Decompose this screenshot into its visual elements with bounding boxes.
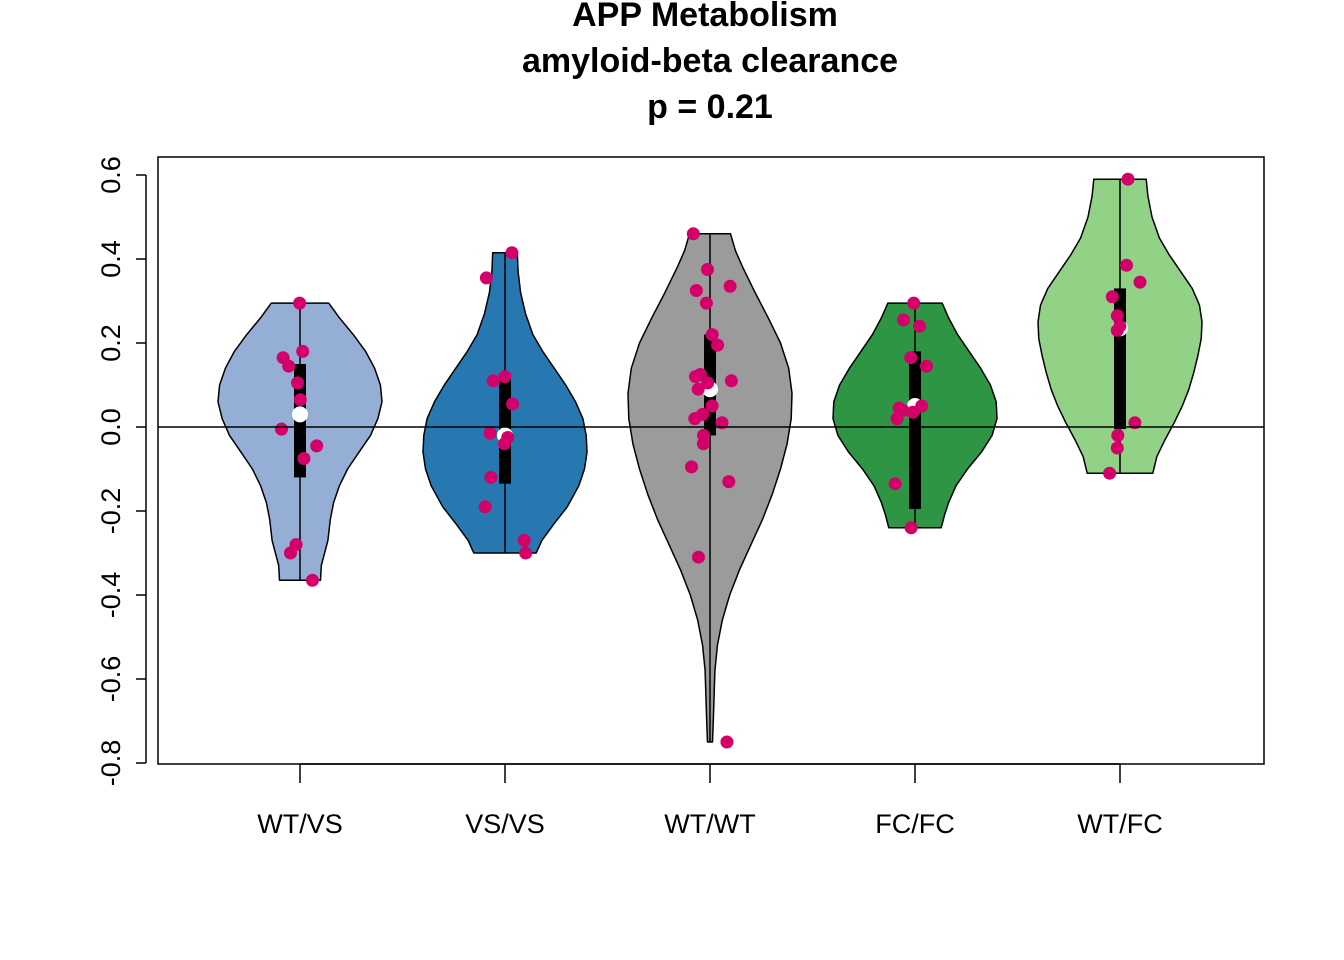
data-point (724, 374, 738, 388)
data-point (689, 284, 703, 297)
y-tick-label: 0.4 (96, 240, 126, 278)
data-point (688, 412, 702, 426)
data-point (1110, 441, 1124, 455)
data-point (896, 313, 910, 327)
data-point (1103, 466, 1117, 480)
data-point (701, 376, 715, 390)
data-point (479, 271, 493, 285)
data-point (1105, 290, 1119, 304)
data-point (705, 399, 719, 413)
violin-group-wt-wt (627, 227, 793, 749)
violin-median-dot (292, 406, 308, 423)
data-point (907, 296, 921, 310)
data-point (483, 426, 497, 440)
axes-layer: -0.8 -0.6 -0.4 -0.2 0.0 0.2 0.4 0.6 WT/VS VS/VS WT… (96, 156, 1265, 839)
data-point (1110, 323, 1124, 337)
data-point (722, 475, 736, 489)
violins-layer (217, 172, 1203, 749)
y-tick-label: -0.4 (96, 572, 126, 619)
data-point (1110, 309, 1124, 323)
data-point (1111, 428, 1125, 442)
x-tick-label: WT/WT (664, 809, 755, 839)
data-point (484, 470, 498, 484)
data-point (478, 500, 492, 514)
x-tick-label: FC/FC (875, 809, 954, 839)
data-point (890, 412, 904, 426)
y-tick-label: 0.6 (96, 156, 126, 194)
violin-iqr-box (909, 351, 921, 509)
data-point (715, 416, 729, 430)
data-point (282, 359, 296, 373)
data-point (691, 382, 705, 396)
data-point (505, 246, 519, 260)
data-point (519, 546, 533, 560)
chart-title-line-3: p = 0.21 (647, 88, 773, 126)
data-point (497, 437, 511, 451)
x-tick-label: WT/FC (1077, 809, 1162, 839)
data-point (486, 374, 500, 388)
data-point (699, 296, 713, 310)
x-tick-label: VS/VS (465, 809, 545, 839)
data-point (696, 437, 710, 451)
data-point (711, 338, 725, 352)
data-point (305, 573, 319, 587)
data-point (913, 319, 926, 333)
data-point (506, 397, 520, 411)
y-tick-label: -0.6 (96, 656, 126, 703)
data-point (906, 405, 920, 419)
data-point (904, 521, 918, 535)
data-point (705, 328, 719, 342)
data-point (723, 279, 737, 293)
data-point (293, 393, 307, 407)
y-tick-label: 0.2 (96, 324, 126, 362)
violin-group-wt-fc (1037, 172, 1203, 480)
data-point (297, 452, 311, 465)
data-point (919, 359, 933, 373)
data-point (720, 735, 734, 749)
violin-group-wt-vs (217, 296, 383, 587)
data-point (1133, 275, 1147, 289)
data-point (498, 370, 512, 384)
violin-group-fc-fc (832, 296, 998, 535)
y-tick-label: -0.2 (96, 488, 126, 535)
data-point (685, 460, 698, 474)
data-point (275, 422, 288, 436)
violin-group-vs-vs (422, 246, 588, 560)
data-point (1121, 172, 1135, 186)
y-tick-label: 0.0 (96, 408, 126, 446)
data-point (291, 376, 304, 390)
data-point (692, 550, 705, 564)
data-point (293, 296, 307, 310)
data-point (517, 533, 531, 547)
data-point (689, 370, 702, 384)
data-point (888, 477, 902, 491)
data-point (1120, 258, 1133, 272)
data-point (284, 546, 297, 560)
data-point (904, 351, 918, 365)
data-point (686, 227, 700, 241)
x-tick-label: WT/VS (257, 809, 343, 839)
data-point (701, 263, 714, 276)
chart-title-line-1: APP Metabolism (572, 0, 838, 34)
data-point (310, 439, 324, 453)
data-point (1128, 416, 1142, 430)
data-point (296, 344, 310, 358)
chart-title-line-2: amyloid-beta clearance (522, 42, 898, 80)
y-tick-label: -0.8 (96, 740, 126, 787)
